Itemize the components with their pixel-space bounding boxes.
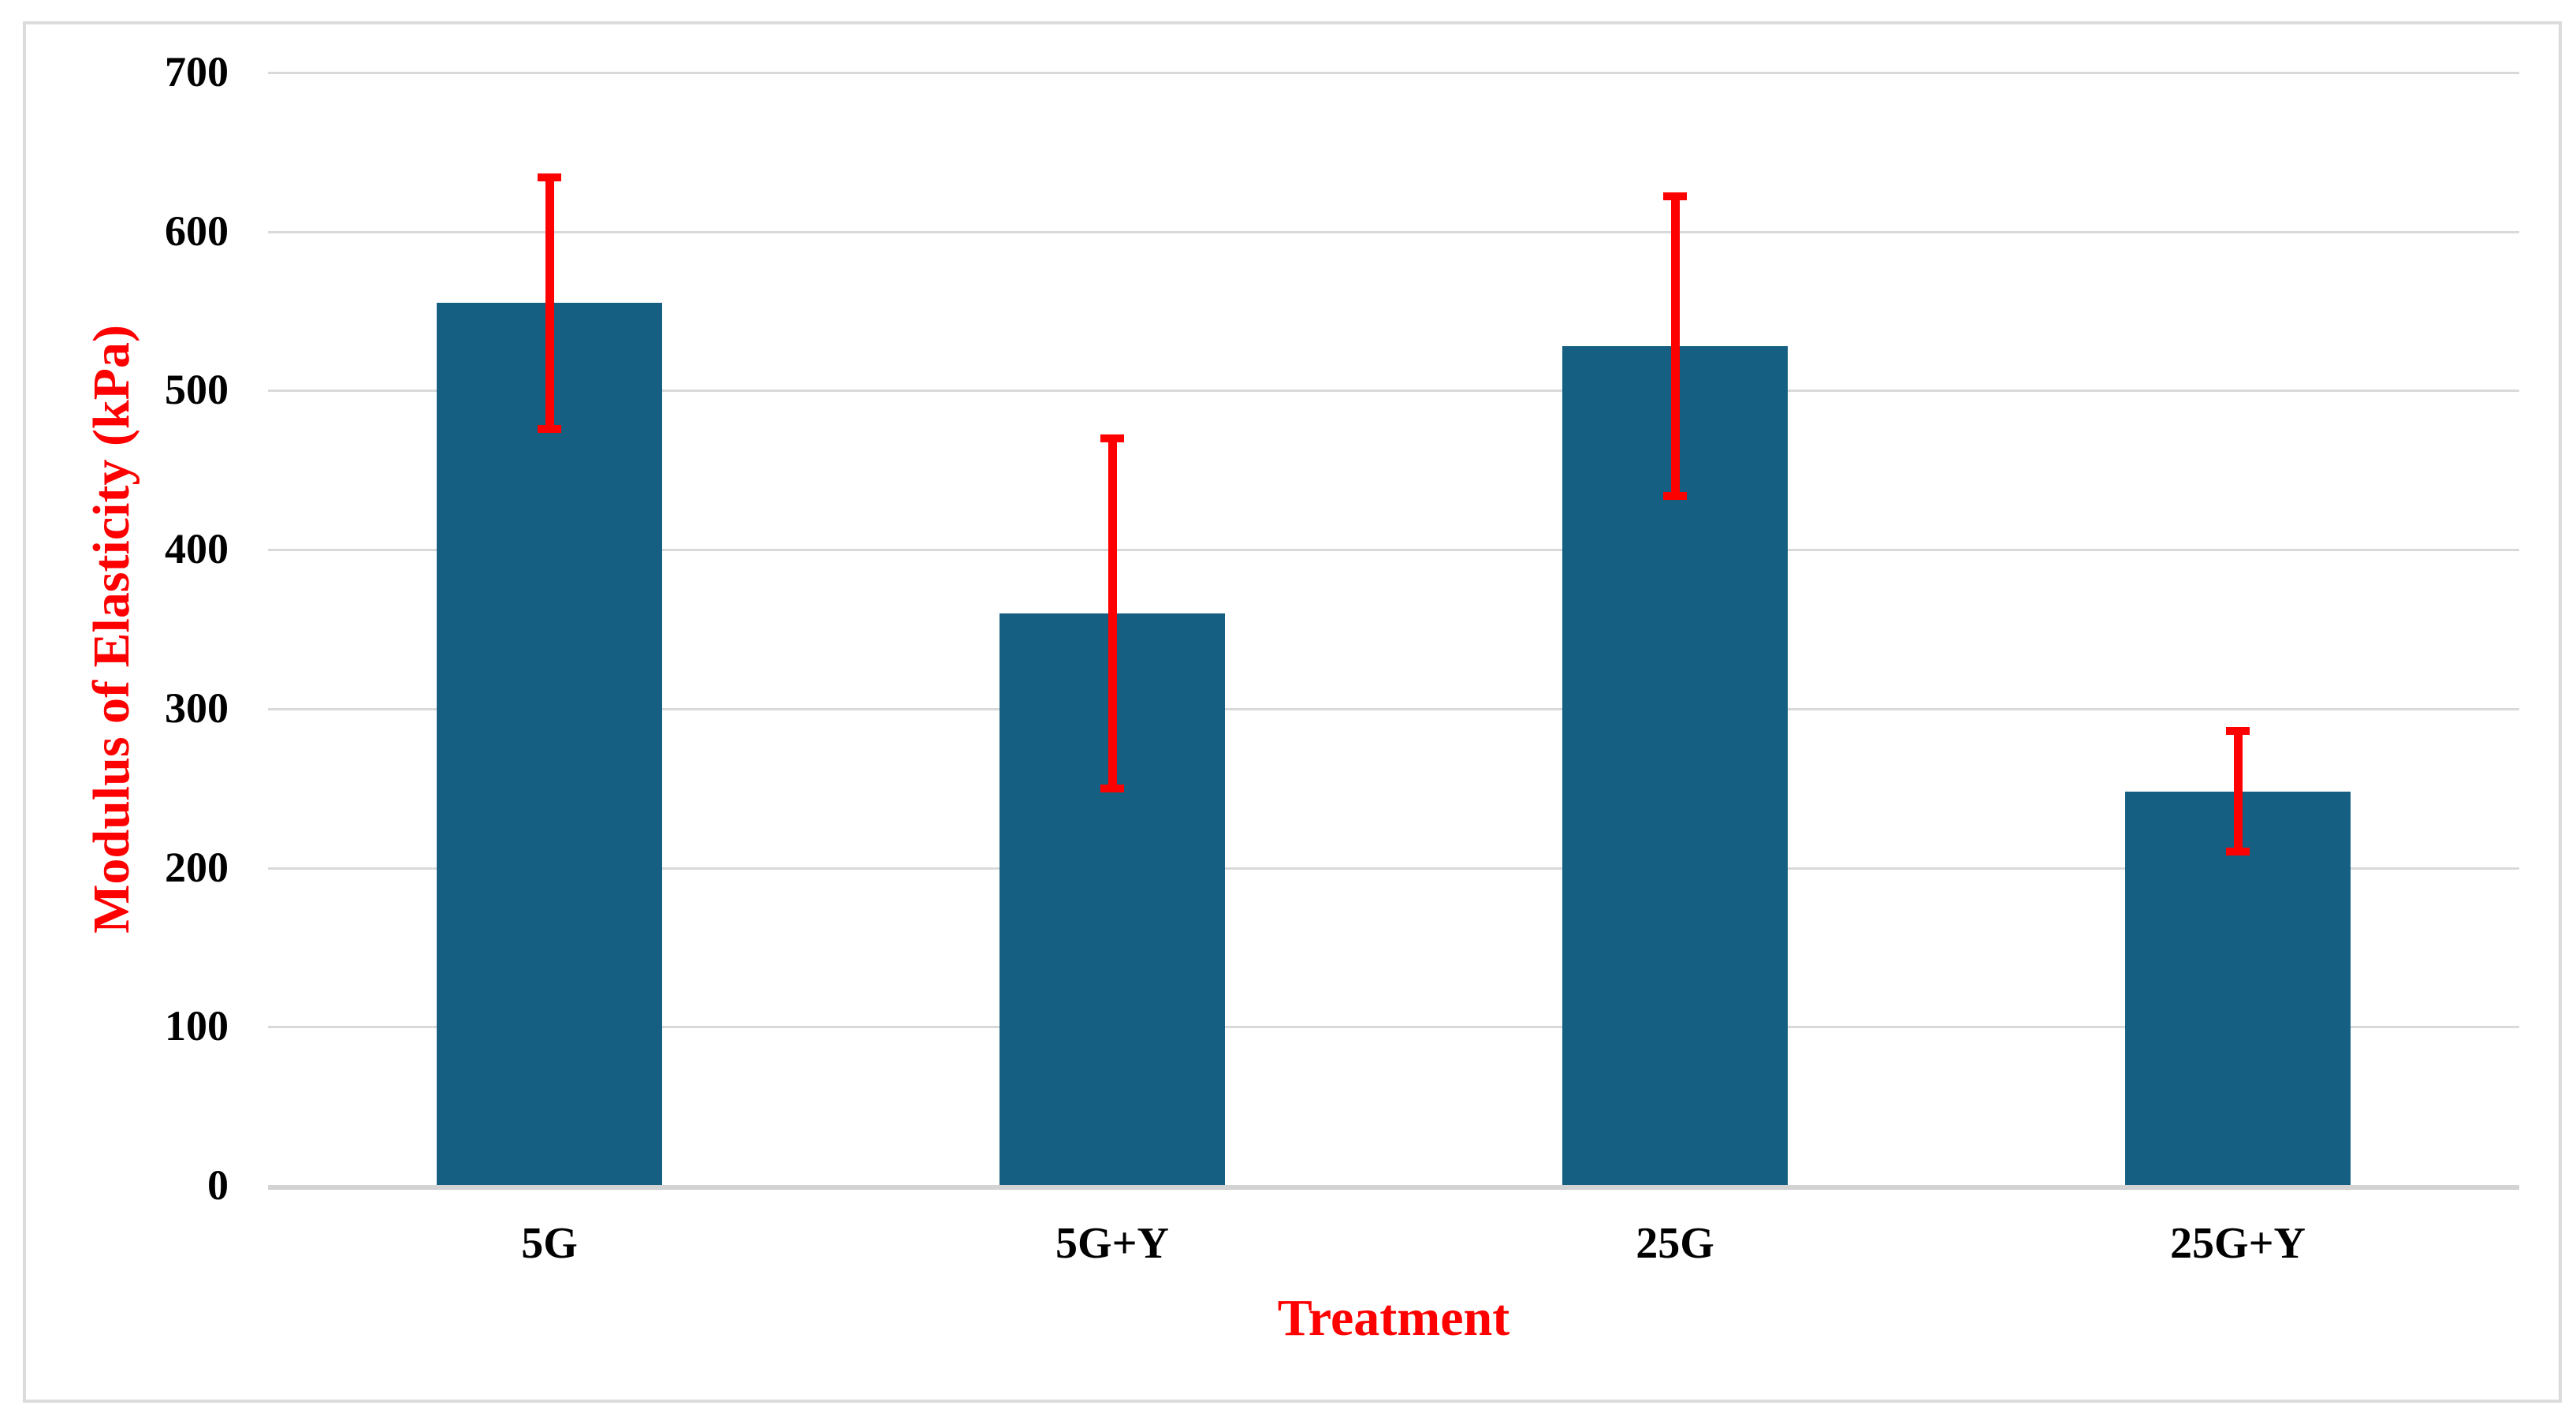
gridline-100 [268, 1026, 2519, 1029]
y-tick-label-500: 500 [165, 366, 229, 414]
y-tick-label-0: 0 [207, 1161, 229, 1209]
error-bar-top-cap-25G [1663, 192, 1687, 201]
error-bar-bottom-cap-25G+Y [2226, 848, 2250, 856]
error-bar-bottom-cap-5G+Y [1100, 784, 1124, 792]
y-axis-title: Modulus of Elasticity (kPa) [83, 325, 140, 934]
error-bar-bottom-cap-5G [538, 424, 561, 433]
gridline-500 [268, 390, 2519, 393]
y-tick-label-100: 100 [165, 1002, 229, 1050]
x-category-label-5G+Y: 5G+Y [1055, 1219, 1169, 1268]
y-tick-label-700: 700 [165, 47, 229, 95]
y-tick-label-400: 400 [165, 524, 229, 572]
x-category-label-5G: 5G [521, 1219, 578, 1268]
x-axis-line [268, 1185, 2519, 1190]
error-bar-line-5G+Y [1107, 438, 1117, 788]
x-category-label-25G+Y: 25G+Y [2170, 1219, 2306, 1268]
x-axis-title: Treatment [1277, 1289, 1510, 1347]
y-tick-label-200: 200 [165, 843, 229, 891]
gridline-200 [268, 867, 2519, 870]
x-category-label-25G: 25G [1636, 1219, 1714, 1268]
error-bar-top-cap-5G [538, 173, 561, 182]
y-tick-label-300: 300 [165, 684, 229, 732]
error-bar-line-25G+Y [2233, 731, 2243, 852]
y-tick-label-600: 600 [165, 207, 229, 255]
gridline-400 [268, 549, 2519, 552]
error-bar-line-25G [1670, 196, 1680, 496]
error-bar-bottom-cap-25G [1663, 491, 1687, 500]
gridline-700 [268, 72, 2519, 74]
error-bar-top-cap-25G+Y [2226, 727, 2250, 736]
error-bar-top-cap-5G+Y [1100, 434, 1124, 442]
bar-25G+Y [2125, 791, 2351, 1187]
error-bar-line-5G [545, 177, 554, 429]
chart-border-frame [23, 21, 2562, 1403]
bar-5G [437, 303, 662, 1187]
gridline-300 [268, 707, 2519, 710]
gridline-600 [268, 230, 2519, 233]
